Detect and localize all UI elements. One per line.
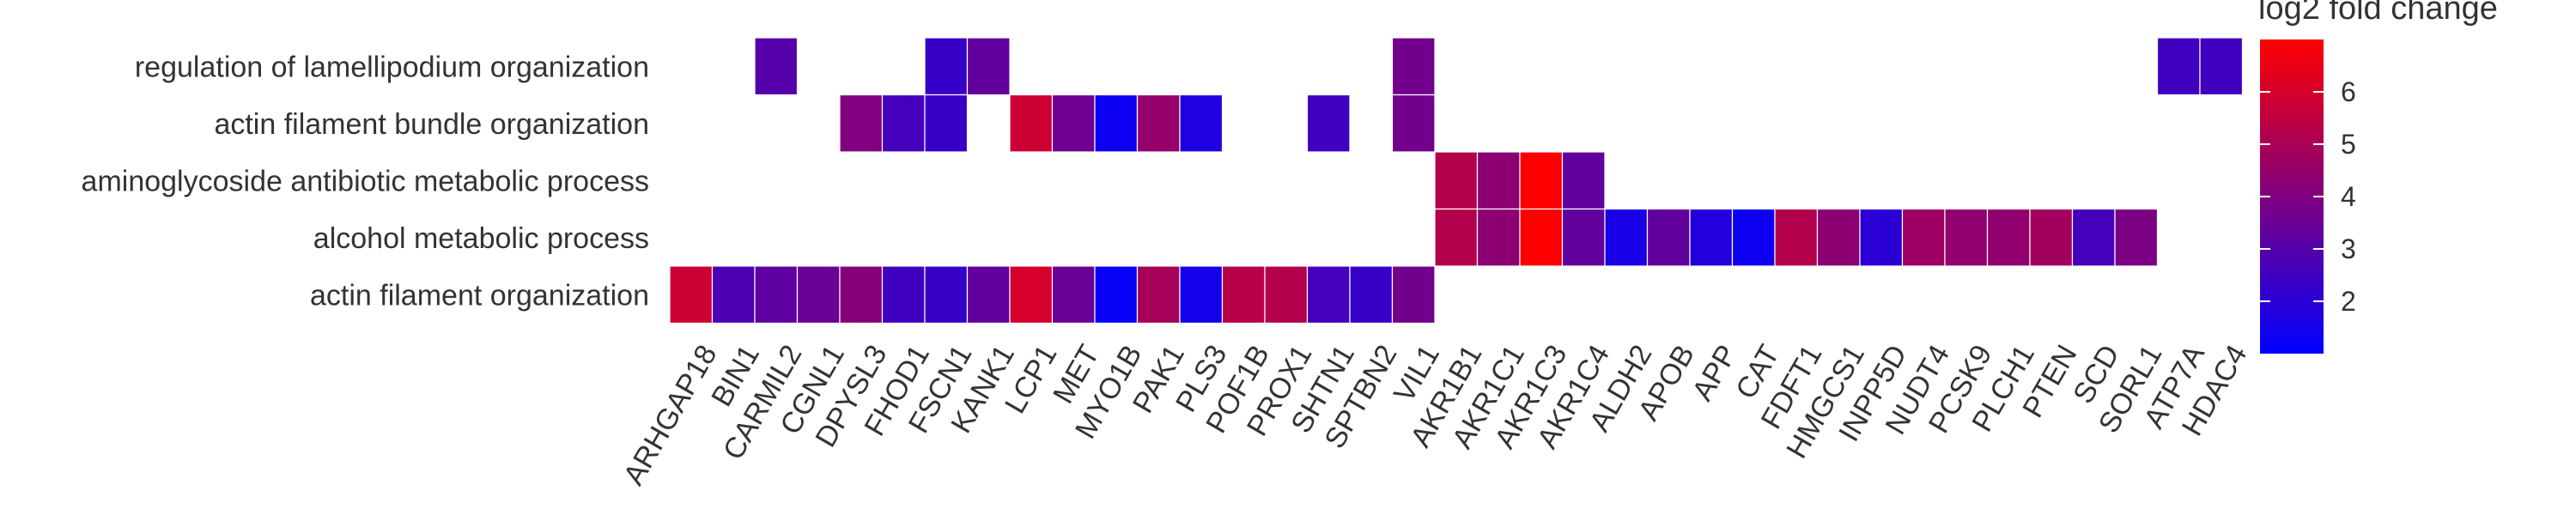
colorbar-tick-label: 6 <box>2341 76 2356 107</box>
heatmap-cell <box>1476 208 1521 267</box>
heatmap-cell <box>1561 151 1606 210</box>
heatmap-cell <box>1009 94 1054 153</box>
heatmap-cell <box>1731 208 1776 267</box>
row-label: aminoglycoside antibiotic metabolic proc… <box>82 165 649 197</box>
heatmap-cell <box>839 94 884 153</box>
colorbar-tick-label: 5 <box>2341 129 2356 160</box>
heatmap-cell <box>1986 208 2031 267</box>
heatmap-cell <box>1051 265 1096 324</box>
row-label: actin filament organization <box>310 279 649 312</box>
heatmap-cell <box>1094 94 1139 153</box>
heatmap-cell <box>1349 265 1394 324</box>
heatmap-cell <box>1264 265 1309 324</box>
colorbar-tick-label: 3 <box>2341 233 2356 264</box>
heatmap-cell <box>1689 208 1734 267</box>
row-labels: regulation of lamellipodium organization… <box>82 51 649 312</box>
heatmap-cell <box>1136 94 1181 153</box>
heatmap-cell <box>1136 265 1181 324</box>
colorbar-ticks: 2 3 4 5 6 <box>2260 76 2356 317</box>
heatmap-cell <box>796 265 841 324</box>
heatmap-cells <box>669 37 2244 324</box>
row-label: alcohol metabolic process <box>313 222 649 255</box>
heatmap-cell <box>2071 208 2116 267</box>
heatmap-cell <box>1434 151 1479 210</box>
heatmap-cell <box>1051 94 1096 153</box>
heatmap-cell <box>2156 37 2201 96</box>
heatmap-cell <box>2199 37 2244 96</box>
heatmap-cell <box>1094 265 1139 324</box>
heatmap-cell <box>1391 37 1436 96</box>
colorbar-legend: log2 fold change 2 3 4 5 6 <box>2258 0 2498 354</box>
column-labels: ARHGAP18BIN1CARMIL2CGNL1DPYSL3FHOD1FSCN1… <box>617 339 2254 490</box>
heatmap-cell <box>1476 151 1521 210</box>
heatmap-cell <box>1306 94 1351 153</box>
heatmap-cell <box>1646 208 1691 267</box>
heatmap-cell <box>669 265 714 324</box>
heatmap-cell <box>1519 208 1564 267</box>
colorbar-title: log2 fold change <box>2258 0 2498 27</box>
heatmap-cell <box>1434 208 1479 267</box>
heatmap-cell <box>924 37 969 96</box>
row-label: regulation of lamellipodium organization <box>135 51 649 83</box>
column-label: APP <box>1686 340 1744 407</box>
heatmap-cell <box>1859 208 1904 267</box>
heatmap-cell <box>1816 208 1861 267</box>
heatmap-cell <box>1179 265 1224 324</box>
heatmap-cell <box>1519 151 1564 210</box>
row-label: actin filament bundle organization <box>214 108 649 141</box>
heatmap-cell <box>839 265 884 324</box>
column-label: ARHGAP18 <box>617 340 724 491</box>
heatmap-cell <box>924 265 969 324</box>
colorbar-gradient <box>2260 39 2324 354</box>
heatmap-cell <box>924 94 969 153</box>
colorbar-tick-label: 2 <box>2341 286 2356 317</box>
heatmap-cell <box>1221 265 1266 324</box>
heatmap-cell <box>754 265 799 324</box>
heatmap-cell <box>1179 94 1224 153</box>
heatmap-cell <box>966 37 1011 96</box>
heatmap-cell <box>1604 208 1649 267</box>
heatmap-cell <box>881 265 926 324</box>
heatmap-cell <box>1944 208 1989 267</box>
heatmap-cell <box>1306 265 1351 324</box>
heatmap-cell <box>1391 94 1436 153</box>
heatmap-cell <box>1561 208 1606 267</box>
heatmap-cell <box>1391 265 1436 324</box>
heatmap-cell <box>1774 208 1819 267</box>
heatmap-cell <box>754 37 799 96</box>
heatmap-cell <box>881 94 926 153</box>
heatmap-cell <box>1009 265 1054 324</box>
heatmap-cell <box>2029 208 2074 267</box>
heatmap-cell <box>1901 208 1946 267</box>
heatmap-cell <box>966 265 1011 324</box>
heatmap-cell <box>2114 208 2159 267</box>
heatmap-cell <box>711 265 756 324</box>
colorbar-tick-label: 4 <box>2341 181 2356 212</box>
